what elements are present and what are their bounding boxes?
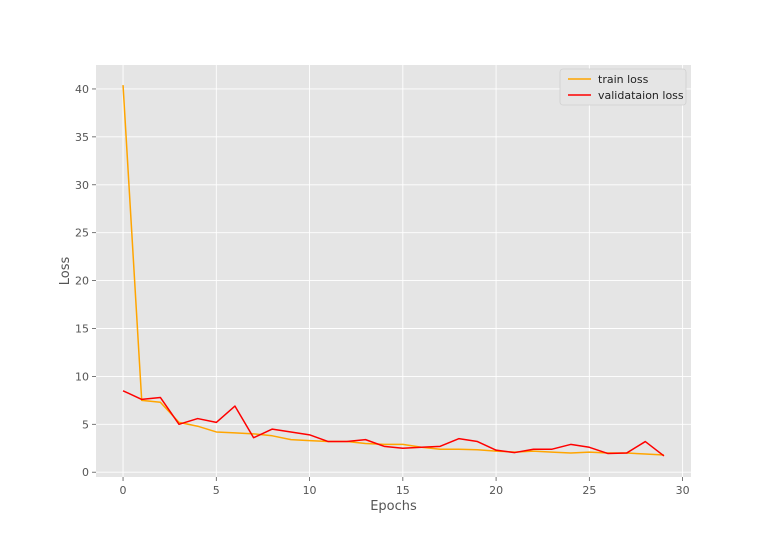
y-tick-label: 30: [75, 179, 89, 192]
y-axis-title: Loss: [58, 257, 73, 286]
x-tick-label: 15: [396, 484, 410, 497]
y-tick-label: 0: [82, 466, 89, 479]
legend: train loss validataion loss: [559, 68, 687, 106]
y-tick-label: 25: [75, 227, 89, 240]
grid: [96, 65, 691, 477]
legend-label-train-loss: train loss: [598, 73, 649, 86]
legend-label-validation-loss: validataion loss: [598, 89, 684, 102]
series-line-train-loss: [122, 85, 664, 456]
x-tick-label: 25: [582, 484, 596, 497]
y-tick-label: 40: [75, 83, 89, 96]
x-tick-label: 20: [489, 484, 503, 497]
x-tick-label: 5: [213, 484, 220, 497]
x-tick-label: 0: [120, 484, 127, 497]
y-tick-label: 10: [75, 370, 89, 383]
y-tick-label: 20: [75, 275, 89, 288]
x-axis-title: Epochs: [370, 499, 417, 514]
x-tick-label: 30: [676, 484, 690, 497]
y-tick-label: 5: [82, 418, 89, 431]
y-ticks: 0 5 10 15 20 25 30 35 40: [75, 83, 96, 479]
legend-box: [559, 68, 687, 106]
series-line-validataion-loss: [122, 390, 665, 457]
x-ticks: 0 5 10 15 20 25 30: [120, 477, 690, 497]
series: [122, 85, 665, 457]
y-tick-label: 35: [75, 131, 89, 144]
y-tick-label: 15: [75, 322, 89, 335]
plot-area: [96, 65, 691, 477]
x-tick-label: 10: [303, 484, 317, 497]
